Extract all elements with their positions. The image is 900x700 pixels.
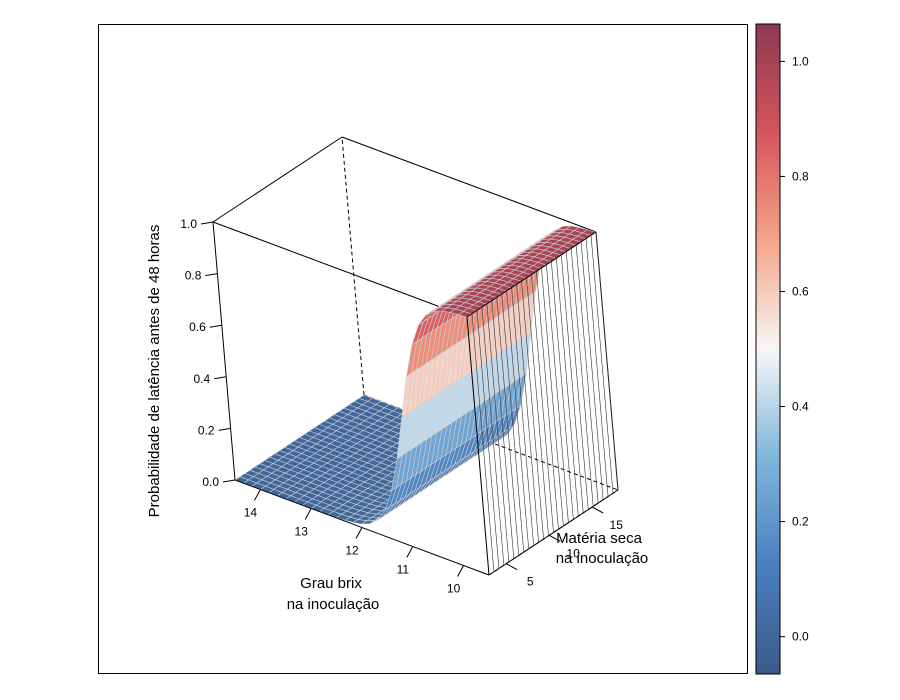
surface-skirt-line xyxy=(476,310,500,569)
surface-skirt-line xyxy=(496,297,520,556)
z-axis-tick-label: 0.4 xyxy=(194,372,211,386)
surface-skirt-line xyxy=(546,265,569,523)
surface-skirt-line xyxy=(595,232,619,491)
colorbar-tick-label: 0.0 xyxy=(792,630,809,644)
y-axis-tick xyxy=(505,563,518,571)
surface-skirt-line xyxy=(491,301,515,559)
z-axis-tick-label: 0.8 xyxy=(185,269,202,283)
box-edge xyxy=(212,136,343,223)
box-edge xyxy=(488,489,619,576)
colorbar-tick-label: 1.0 xyxy=(792,54,809,68)
y-axis-tick-label: 10 xyxy=(567,546,581,560)
colorbar-bar xyxy=(755,23,781,675)
surface-skirt-line xyxy=(516,284,539,543)
surface-skirt-line xyxy=(570,248,594,507)
surface-skirt-line xyxy=(511,287,534,546)
x-axis-title-line1: Grau brix xyxy=(300,575,362,592)
surface-skirt-line xyxy=(526,278,549,536)
x-axis-tick xyxy=(304,508,312,520)
surface-skirt-line xyxy=(585,238,609,497)
box-edge xyxy=(466,231,597,318)
x-axis-tick-label: 12 xyxy=(345,544,359,558)
surface-skirt-line xyxy=(590,235,614,494)
z-axis-tick xyxy=(218,427,231,431)
box-edge xyxy=(466,316,490,576)
surface-skirt-line xyxy=(521,281,544,540)
surface-skirt-line xyxy=(481,307,505,566)
surface-skirt-line xyxy=(471,314,495,572)
y-axis-title-line1: Matéria seca xyxy=(556,530,643,547)
colorbar-tick-label: 0.6 xyxy=(792,284,809,298)
y-axis-tick xyxy=(548,534,561,542)
z-axis-tick-label: 0.0 xyxy=(202,475,219,489)
z-axis-title: Probabilidade de latência antes de 48 ho… xyxy=(146,225,163,518)
surface-skirt-line xyxy=(556,258,579,517)
z-axis-tick-label: 0.2 xyxy=(198,423,215,437)
surface-skirt-line xyxy=(486,304,510,562)
surface-skirt-line xyxy=(551,261,574,520)
surface-skirt-line xyxy=(531,274,554,533)
z-axis-tick xyxy=(222,479,236,483)
z-axis-tick-label: 0.6 xyxy=(189,320,206,334)
z-axis-tick xyxy=(214,376,227,380)
z-axis-tick xyxy=(209,324,222,328)
surface-skirt-line xyxy=(580,242,604,500)
colorbar-tick-label: 0.8 xyxy=(792,169,809,183)
box-edge xyxy=(212,221,236,481)
plot-panel xyxy=(98,24,748,674)
y-axis-tick-label: 5 xyxy=(527,575,534,589)
y-axis-tick-label: 15 xyxy=(610,518,624,532)
z-axis-tick-label: 1.0 xyxy=(180,217,197,231)
x-axis-tick-label: 11 xyxy=(397,563,410,577)
surface-skirt-line xyxy=(501,294,525,553)
surface-skirt-line xyxy=(561,255,584,513)
surface-skirt-line xyxy=(575,245,599,504)
y-axis-title-line2: na inoculação xyxy=(556,550,649,567)
colorbar-tick-label: 0.4 xyxy=(792,400,809,414)
x-axis-tick xyxy=(457,565,465,577)
y-axis-tick xyxy=(591,506,604,514)
surface-skirt-line xyxy=(565,251,589,510)
box-edge-hidden xyxy=(341,136,365,396)
x-axis-tick xyxy=(406,546,414,558)
z-axis-tick xyxy=(200,221,214,225)
colorbar: 0.0 0.2 0.4 0.6 0.8 1.0 xyxy=(755,23,809,675)
surface-mesh xyxy=(234,225,619,576)
x-axis-tick xyxy=(253,489,261,501)
z-axis-tick xyxy=(205,273,218,277)
x-axis-title-line2: na inoculação xyxy=(287,596,380,613)
box-edge xyxy=(212,221,468,318)
axes: 0.0 0.2 0.4 0.6 0.8 1.0 14 13 12 11 10 5 10 15 xyxy=(180,217,623,596)
x-axis-tick-label: 14 xyxy=(244,506,258,520)
surface-skirt-line xyxy=(536,271,559,530)
colorbar-tick-label: 0.2 xyxy=(792,515,809,529)
box-edge xyxy=(341,136,597,233)
x-axis-tick-label: 10 xyxy=(447,582,461,596)
surface-skirt-line xyxy=(506,291,529,549)
surface-skirt-line xyxy=(541,268,564,526)
x-axis-tick-label: 13 xyxy=(295,525,309,539)
x-axis-tick xyxy=(355,527,363,539)
